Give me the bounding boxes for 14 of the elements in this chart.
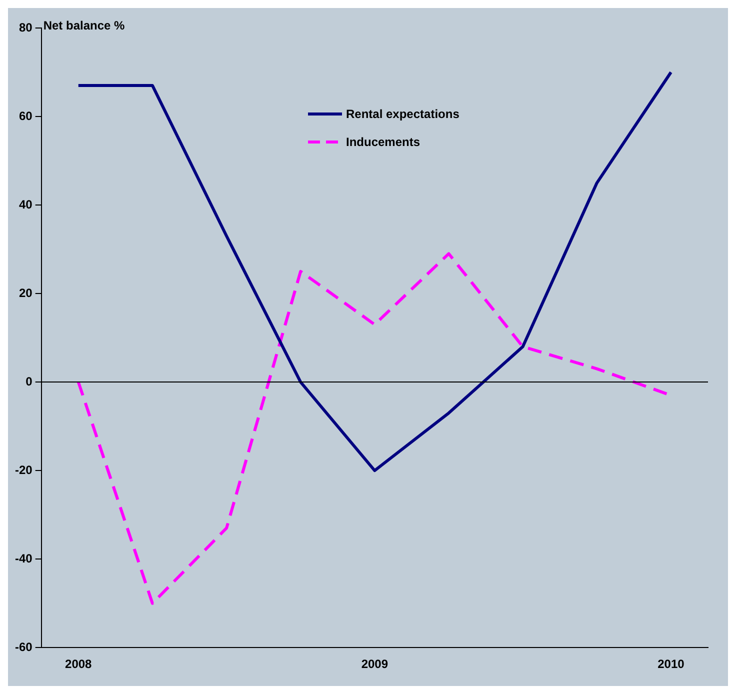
legend-label: Inducements <box>346 135 420 149</box>
y-tick-label: 20 <box>18 286 33 300</box>
y-tick-label: 60 <box>18 108 33 123</box>
y-tick-label: -60 <box>15 640 33 654</box>
legend-label: Rental expectations <box>346 107 460 121</box>
y-tick-label: -20 <box>15 462 33 477</box>
y-tick-label: 40 <box>18 197 33 212</box>
y-tick-label: 80 <box>18 20 33 34</box>
x-tick-label: 2010 <box>658 657 685 672</box>
y-tick-label: -40 <box>15 551 33 566</box>
y-axis-title: Net balance % <box>43 18 126 32</box>
x-tick-label: 2008 <box>65 657 92 672</box>
y-tick-label: 0 <box>26 374 33 388</box>
x-tick-label: 2009 <box>361 657 388 672</box>
